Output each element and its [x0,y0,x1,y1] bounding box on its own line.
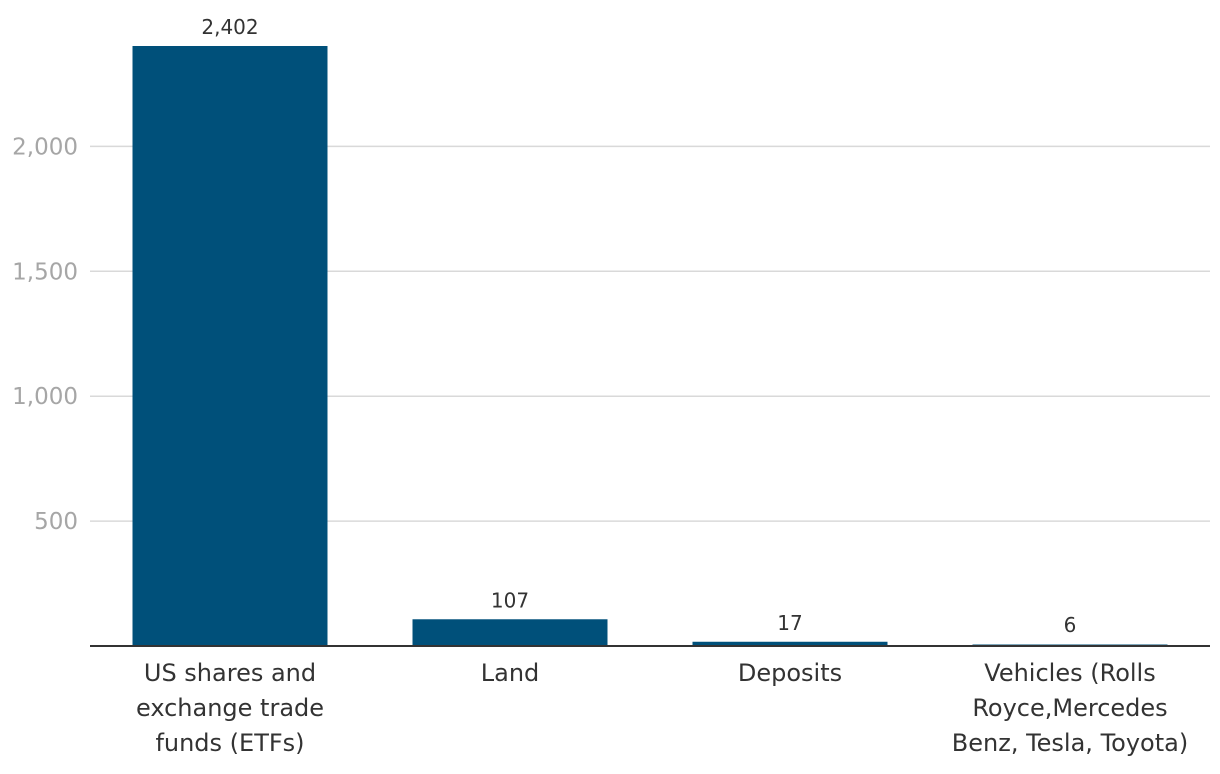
y-axis-tick-labels: 500 1,000 1,500 2,000 [12,134,78,535]
category-label: Royce,Mercedes [972,694,1167,722]
category-label: Deposits [738,659,842,687]
data-labels: 2,402 107 17 6 [201,15,1076,637]
y-tick-label: 1,500 [12,259,78,285]
data-label: 17 [777,611,802,635]
bars [132,46,1168,646]
y-tick-label: 1,000 [12,384,78,410]
bar [412,619,608,646]
data-label: 107 [491,588,529,612]
category-label: exchange trade [136,694,324,722]
bar [692,641,888,646]
category-labels: US shares and exchange trade funds (ETFs) L… [136,659,1188,757]
category-label: Land [481,659,540,687]
y-tick-label: 500 [34,509,78,535]
category-label: Benz, Tesla, Toyota) [952,729,1188,757]
category-label: funds (ETFs) [155,729,304,757]
y-tick-label: 2,000 [12,134,78,160]
bar [132,46,328,646]
data-label: 6 [1064,613,1077,637]
category-label: Vehicles (Rolls [984,659,1155,687]
data-label: 2,402 [201,15,258,39]
category-label: US shares and [144,659,316,687]
